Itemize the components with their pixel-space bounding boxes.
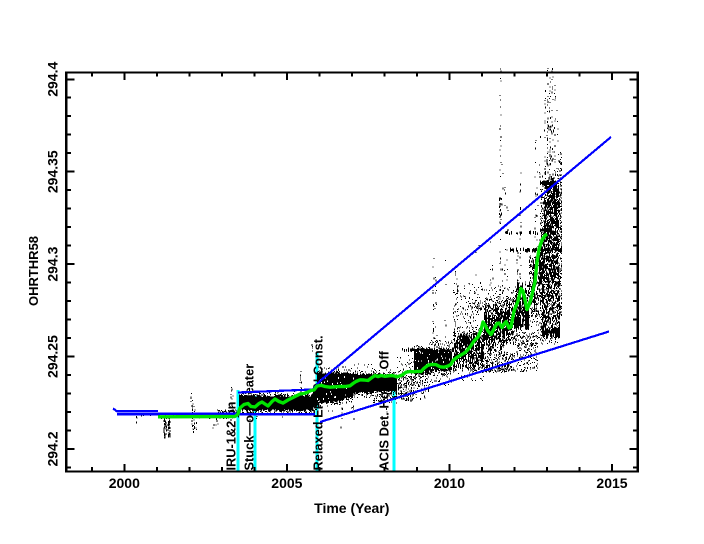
svg-text:294.25: 294.25	[45, 335, 61, 378]
svg-text:294.35: 294.35	[45, 150, 61, 193]
svg-text:2000: 2000	[109, 475, 140, 491]
svg-text:ACIS Det. Hous. Off: ACIS Det. Hous. Off	[377, 350, 392, 470]
svg-text:2005: 2005	[271, 475, 302, 491]
svg-text:294.3: 294.3	[45, 246, 61, 281]
svg-text:2015: 2015	[596, 475, 627, 491]
svg-text:Time (Year): Time (Year)	[314, 500, 389, 516]
svg-text:OHRTHR58: OHRTHR58	[26, 236, 41, 306]
svg-text:2010: 2010	[434, 475, 465, 491]
svg-text:IRU-1&2 on: IRU-1&2 on	[224, 401, 239, 470]
svg-text:Stuck—on Heater: Stuck—on Heater	[242, 364, 257, 471]
svg-text:294.4: 294.4	[45, 62, 61, 97]
svg-text:294.2: 294.2	[45, 431, 61, 466]
